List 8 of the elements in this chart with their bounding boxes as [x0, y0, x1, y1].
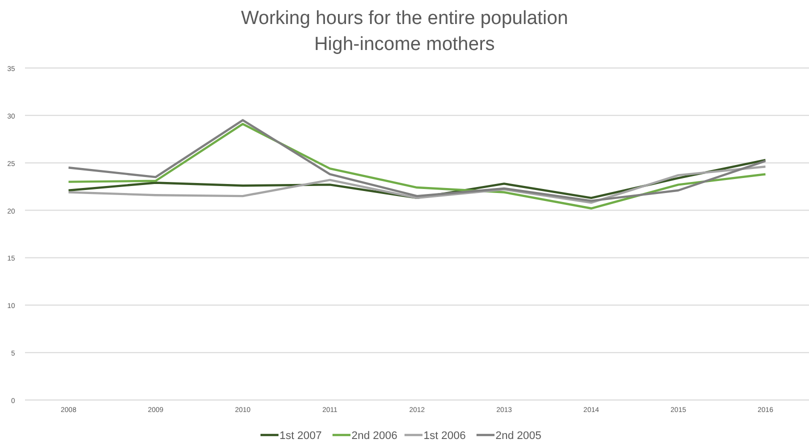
legend-label: 1st 2006: [424, 430, 466, 442]
chart-title: Working hours for the entire population: [240, 8, 568, 29]
line-series: [67, 166, 767, 204]
line-series: [67, 158, 767, 200]
chart-subtitle: High-income mothers: [314, 34, 495, 55]
legend-label: 2nd 2005: [496, 430, 542, 442]
legend-label: 1st 2007: [280, 430, 322, 442]
legend-label: 2nd 2006: [352, 430, 398, 442]
